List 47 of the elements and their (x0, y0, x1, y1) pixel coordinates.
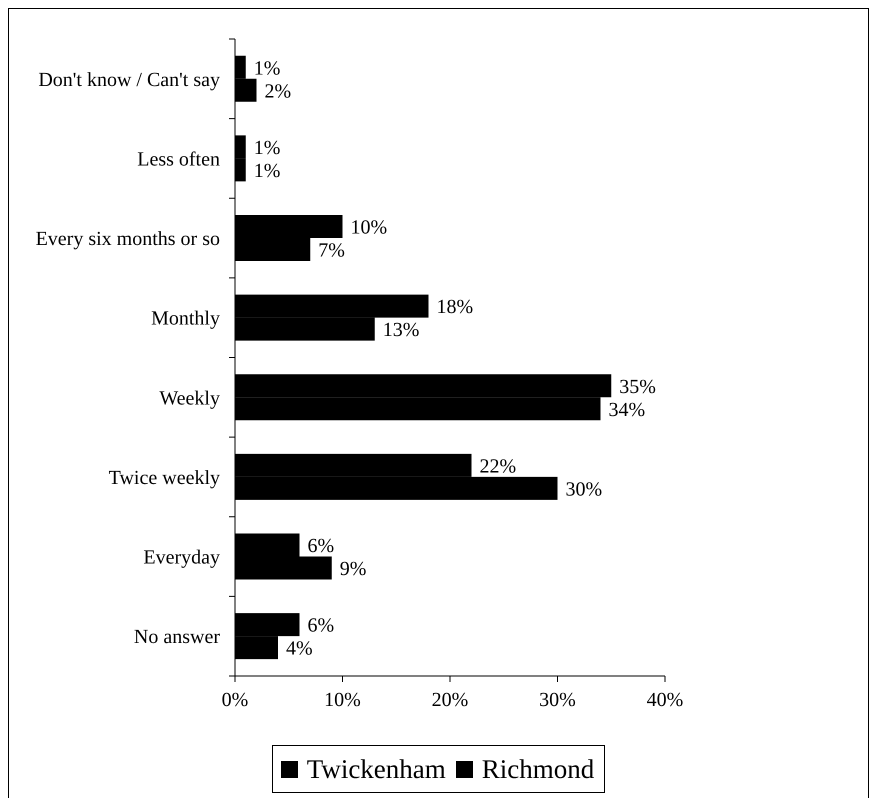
data-label: 35% (619, 376, 656, 398)
data-label: 22% (480, 455, 516, 478)
bar (235, 476, 558, 500)
bar (235, 214, 342, 238)
data-label: 10% (350, 216, 388, 239)
data-label: 1% (254, 160, 280, 182)
x-tick-label: 30% (539, 689, 576, 712)
bar (235, 135, 246, 158)
legend-label: Richmond (482, 753, 594, 785)
bar (235, 294, 428, 318)
bar (235, 374, 612, 398)
y-tick-label: Twice weekly (108, 466, 220, 489)
x-tick-label: 0% (222, 689, 248, 712)
data-label: 7% (318, 240, 345, 262)
bar (235, 613, 300, 636)
bar (235, 78, 256, 102)
data-label: 34% (608, 398, 646, 421)
legend-label: Twickenham (306, 753, 446, 785)
bar (235, 636, 278, 660)
y-tick-label: Monthly (151, 308, 220, 330)
data-label: 30% (566, 478, 602, 500)
data-label: 2% (264, 80, 292, 102)
bar (235, 397, 600, 420)
data-label: 6% (308, 614, 334, 637)
bar (235, 454, 472, 477)
data-label: 1% (254, 136, 280, 159)
y-tick-label: No answer (134, 626, 220, 648)
bar (235, 533, 300, 556)
bar (235, 56, 246, 79)
x-tick-label: 10% (324, 689, 361, 712)
data-label: 13% (382, 319, 420, 342)
y-tick-label: Less often (137, 148, 220, 170)
y-tick-label: Everyday (143, 546, 220, 569)
bar (235, 318, 375, 341)
y-tick-label: Weekly (159, 387, 220, 410)
y-tick-label: Every six months or so (36, 228, 220, 250)
y-tick-label: Don't know / Can't say (38, 68, 220, 91)
bar (235, 238, 310, 261)
bar (235, 158, 246, 182)
x-tick-label: 20% (432, 689, 468, 712)
bar (235, 556, 332, 580)
x-tick-label: 40% (646, 689, 684, 712)
data-label: 9% (340, 558, 366, 580)
data-label: 6% (308, 535, 334, 558)
data-label: 1% (254, 57, 280, 80)
data-label: 4% (286, 638, 313, 660)
data-label: 18% (436, 296, 474, 318)
